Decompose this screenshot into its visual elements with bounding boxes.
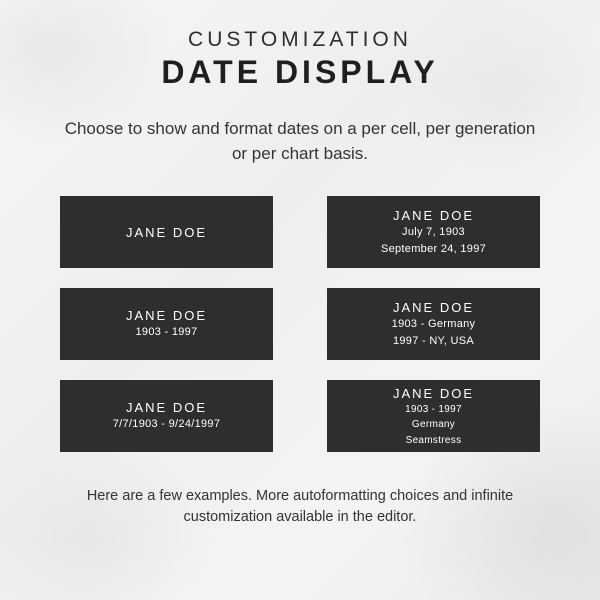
example-card: JANE DOE [60, 196, 273, 268]
example-card: JANE DOE 1903 - 1997 Germany Seamstress [327, 380, 540, 452]
card-name: JANE DOE [126, 225, 207, 240]
card-name: JANE DOE [393, 208, 474, 223]
eyebrow-text: CUSTOMIZATION [188, 28, 412, 52]
card-line: 1997 - NY, USA [393, 334, 474, 349]
examples-grid: JANE DOE JANE DOE July 7, 1903 September… [60, 196, 540, 452]
card-name: JANE DOE [393, 300, 474, 315]
example-card: JANE DOE 7/7/1903 - 9/24/1997 [60, 380, 273, 452]
example-card: JANE DOE 1903 - 1997 [60, 288, 273, 360]
example-card: JANE DOE 1903 - Germany 1997 - NY, USA [327, 288, 540, 360]
card-line: 1903 - 1997 [135, 325, 197, 340]
subtitle-text: Choose to show and format dates on a per… [60, 117, 540, 166]
card-name: JANE DOE [126, 400, 207, 415]
card-line: Germany [412, 418, 455, 432]
card-name: JANE DOE [126, 308, 207, 323]
page-title: DATE DISPLAY [161, 54, 438, 91]
card-line: September 24, 1997 [381, 242, 486, 257]
card-line: July 7, 1903 [402, 225, 465, 240]
card-line: 1903 - 1997 [405, 403, 462, 417]
card-line: 7/7/1903 - 9/24/1997 [113, 417, 221, 432]
card-line: 1903 - Germany [392, 317, 476, 332]
example-card: JANE DOE July 7, 1903 September 24, 1997 [327, 196, 540, 268]
card-name: JANE DOE [393, 386, 474, 401]
card-line: Seamstress [406, 434, 462, 448]
footer-text: Here are a few examples. More autoformat… [70, 486, 530, 528]
